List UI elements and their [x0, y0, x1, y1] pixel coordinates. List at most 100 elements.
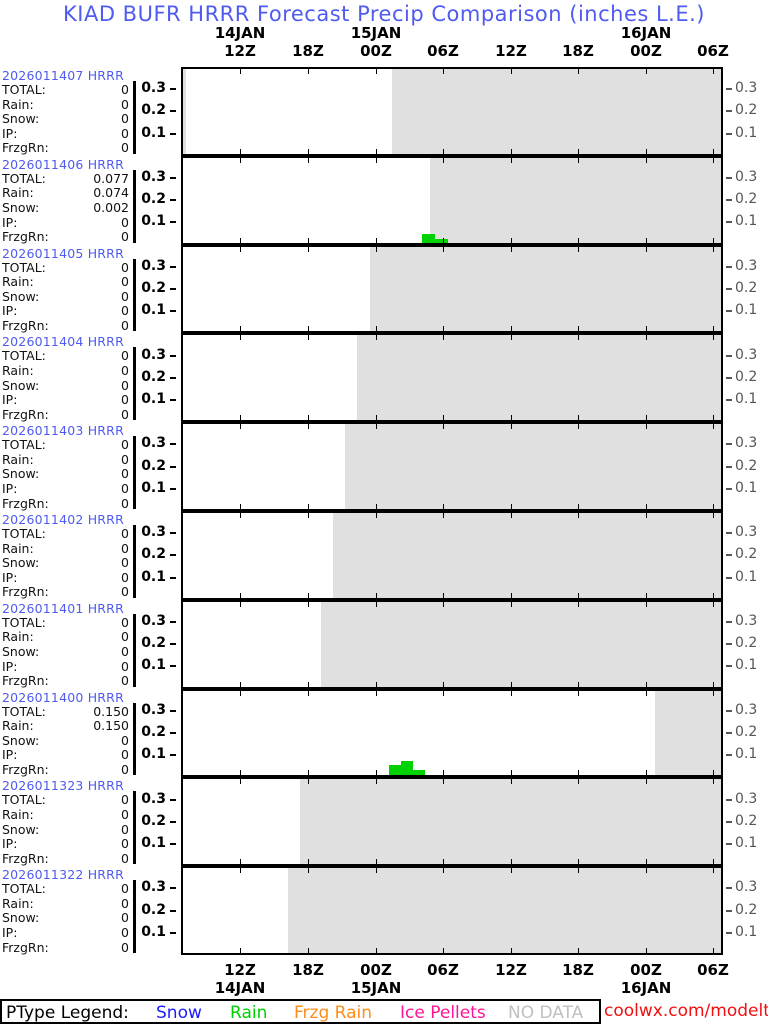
y-axis-tick-left [170, 887, 176, 890]
y-axis-tick-right [726, 110, 732, 113]
axis-day-label-top: 14JAN [214, 24, 266, 42]
ptype-value-row: IP: 0 [2, 215, 133, 230]
ptype-value: 0 [121, 939, 129, 955]
ptype-key: FrzgRn: [2, 495, 49, 511]
panel-tick [511, 601, 512, 607]
axis-hour-label-bottom: 18Z [562, 961, 594, 979]
ptype-key: Snow: [2, 199, 40, 215]
ptype-value-row: IP: 0 [2, 126, 133, 141]
ptype-key: Snow: [2, 910, 40, 926]
ptype-value: 0 [121, 303, 129, 319]
panel-tick [443, 868, 444, 874]
y-axis-tick-right [726, 487, 732, 490]
y-axis-tick-left [170, 931, 176, 934]
ptype-value-row: TOTAL: 0 [2, 437, 133, 452]
axis-hour-label-top: 12Z [224, 42, 256, 60]
panel-tick [376, 947, 377, 953]
y-axis-label-right: 0.3 [735, 524, 758, 541]
y-axis-tick-left [170, 399, 176, 401]
y-axis-tick-left [170, 554, 176, 557]
panel-tick [376, 237, 377, 243]
y-axis-tick-left [170, 354, 176, 357]
y-axis-label-left: 0.2 [141, 546, 166, 563]
ptype-key: Rain: [2, 274, 34, 290]
axis-day-label-top: 16JAN [620, 24, 672, 42]
y-axis-label-right: 0.3 [735, 790, 758, 807]
y-axis-tick-left [170, 88, 176, 91]
forecast-panel [181, 599, 723, 689]
panel-tick [376, 681, 377, 687]
ptype-value: 0 [121, 673, 129, 689]
panel-tick [511, 859, 512, 865]
panel-tick [240, 503, 241, 509]
y-axis-label-right: 0.3 [735, 257, 758, 274]
ptype-value: 0 [121, 288, 129, 304]
y-axis-tick-right [726, 88, 732, 91]
y-axis-label-right: 0.2 [735, 191, 758, 208]
panel-tick [578, 335, 579, 341]
ptype-value: 0 [121, 451, 129, 467]
panel-tick [376, 157, 377, 163]
ptype-key: IP: [2, 658, 18, 674]
y-axis-label-right: 0.1 [735, 657, 758, 674]
panel-tick [646, 859, 647, 865]
run-id-label: 2026011407 HRRR [2, 68, 124, 83]
run-id-label: 2026011406 HRRR [2, 156, 124, 172]
y-axis-label-left: 0.3 [141, 435, 166, 452]
panel-tick [443, 503, 444, 509]
panel-tick [240, 770, 241, 776]
ptype-value-row: IP: 0 [2, 658, 133, 674]
y-axis-label-left: 0.1 [141, 835, 166, 851]
panel-tick [308, 503, 309, 509]
ptype-value: 0 [121, 82, 129, 97]
ptype-value: 0 [121, 96, 129, 112]
panel-tick [713, 335, 714, 341]
y-axis-tick-right [726, 177, 732, 179]
panel-tick [578, 601, 579, 607]
panel-tick [376, 592, 377, 598]
ptype-value-row: Rain: 0 [2, 274, 133, 290]
panel-tick [646, 69, 647, 74]
y-axis-label-left: 0.2 [141, 635, 166, 652]
credit-link[interactable]: coolwx.com/modelts [604, 1001, 768, 1021]
panel-tick [713, 513, 714, 518]
y-axis-tick-right [726, 931, 732, 934]
bottom-time-axis: 12Z 14JAN 18Z 00Z 15JAN 06Z 12Z 18Z 00Z 16JAN 06Z [0, 957, 768, 999]
ptype-key: TOTAL: [2, 170, 46, 186]
panel-tick [376, 326, 377, 332]
panel-tick [443, 246, 444, 252]
ptype-value: 0 [121, 229, 129, 245]
ptype-value: 0 [121, 850, 129, 866]
ptype-value: 0 [121, 348, 129, 364]
ptype-value: 0 [121, 362, 129, 378]
panel-tick [511, 148, 512, 154]
panel-tick [646, 326, 647, 332]
panel-tick [646, 503, 647, 509]
ptype-key: Snow: [2, 288, 40, 304]
ptype-key: Rain: [2, 451, 34, 467]
panel-tick [713, 326, 714, 332]
panel-tick [511, 157, 512, 163]
y-axis-tick-right [726, 820, 732, 823]
ptype-value-row: Rain: 0 [2, 896, 133, 911]
ptype-key: FrzgRn: [2, 673, 49, 689]
ptype-value-row: TOTAL: 0 [2, 526, 133, 541]
run-info-block: 2026011406 HRRR TOTAL: 0.077 Rain: 0.074 Snow… [0, 157, 181, 246]
ptype-key: IP: [2, 392, 18, 408]
ptype-value: 0.077 [93, 170, 129, 186]
ptype-key: TOTAL: [2, 881, 46, 897]
y-axis-label-left: 0.3 [141, 701, 166, 718]
value-separator [133, 347, 136, 421]
y-axis-tick-right [726, 288, 732, 290]
ptype-key: Rain: [2, 718, 34, 734]
y-axis-label-right: 0.1 [735, 124, 758, 141]
y-axis-tick-right [726, 376, 732, 379]
legend-item-ice-pellets: Ice Pellets [400, 1003, 486, 1023]
y-axis-label-left: 0.1 [141, 568, 166, 585]
precip-bar [389, 765, 401, 776]
panel-tick [376, 503, 377, 509]
y-axis-tick-left [170, 110, 176, 113]
ptype-value-row: TOTAL: 0 [2, 260, 133, 275]
panel-tick [578, 246, 579, 252]
